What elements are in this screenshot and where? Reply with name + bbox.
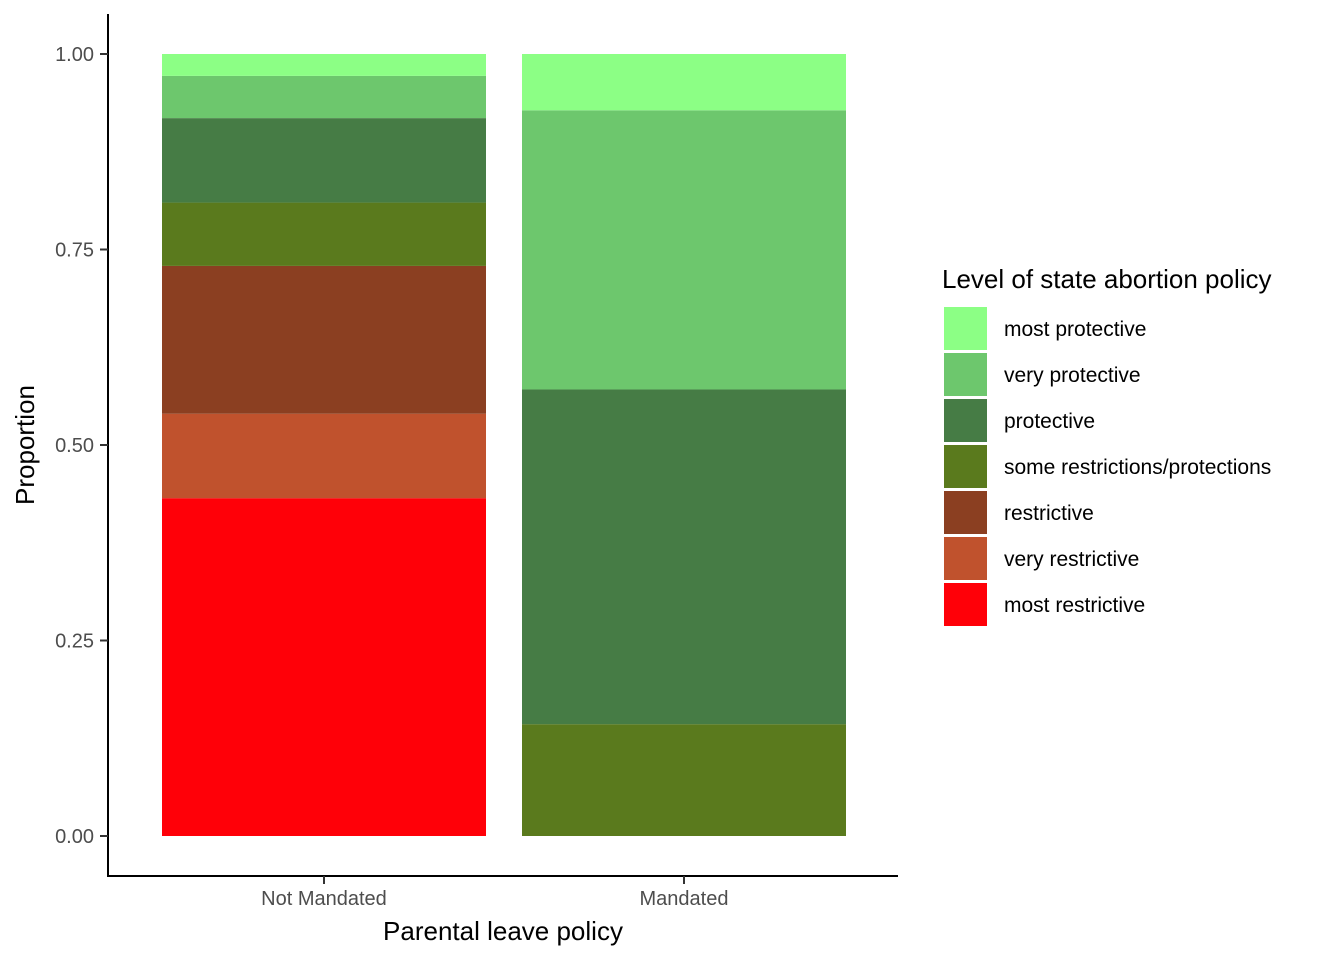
legend-key [944, 353, 987, 396]
bars-layer [162, 54, 846, 836]
legend-key [944, 583, 987, 626]
legend-key [944, 537, 987, 580]
legend-label: very restrictive [1004, 548, 1139, 571]
bar-segment-0-0 [162, 498, 486, 836]
bar-segment-1-3 [522, 724, 846, 836]
legend-label: protective [1004, 410, 1095, 433]
x-axis-title: Parental leave policy [383, 916, 623, 946]
legend: Level of state abortion policy most prot… [942, 264, 1272, 626]
legend-key [944, 491, 987, 534]
bar-segment-0-5 [162, 75, 486, 119]
legend-label: very protective [1004, 364, 1141, 387]
bar-segment-0-3 [162, 202, 486, 266]
legend-key [944, 399, 987, 442]
y-tick-label: 0.75 [55, 240, 94, 262]
legend-key [944, 445, 987, 488]
y-ticks: 0.00 0.25 0.50 0.75 1.00 [55, 44, 108, 848]
bar-segment-0-6 [162, 54, 486, 76]
x-tick-label: Mandated [640, 888, 729, 910]
y-tick-label: 0.00 [55, 826, 94, 848]
y-tick-label: 0.50 [55, 435, 94, 457]
x-ticks: Not Mandated Mandated [261, 876, 728, 910]
legend-label: some restrictions/protections [1004, 456, 1271, 479]
y-axis-title: Proportion [10, 385, 40, 505]
y-tick-label: 0.25 [55, 631, 94, 653]
bar-segment-0-1 [162, 413, 486, 499]
legend-key [944, 307, 987, 350]
legend-label: restrictive [1004, 502, 1094, 525]
bar-segment-1-5 [522, 110, 846, 390]
bar-segment-1-6 [522, 54, 846, 111]
y-tick-label: 1.00 [55, 44, 94, 66]
x-tick-label: Not Mandated [261, 888, 387, 910]
bar-segment-0-2 [162, 265, 486, 414]
legend-label: most restrictive [1004, 594, 1145, 617]
bar-segment-1-4 [522, 389, 846, 725]
bar-segment-0-4 [162, 118, 486, 203]
legend-label: most protective [1004, 318, 1146, 341]
legend-title: Level of state abortion policy [942, 264, 1272, 294]
